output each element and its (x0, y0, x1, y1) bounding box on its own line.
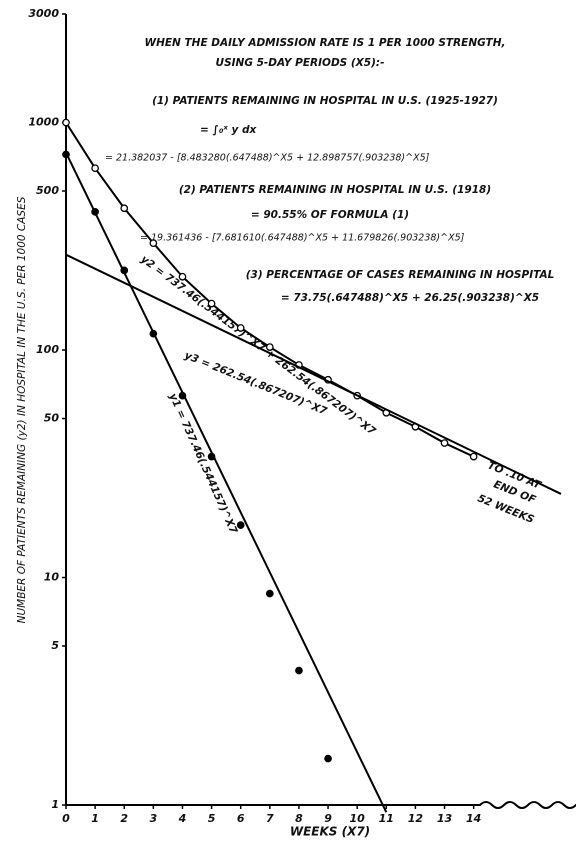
data-point (440, 439, 449, 447)
x-tick-label: 14 (466, 812, 481, 825)
annotation: = ∫₀ˣ y dx (200, 124, 257, 136)
x-tick-label: 8 (295, 812, 303, 825)
x-tick-label: 9 (324, 812, 332, 825)
series-line (65, 253, 562, 495)
y-axis-label: NUMBER OF PATIENTS REMAINING (y2) IN HOS… (16, 196, 28, 623)
series-line (65, 122, 475, 458)
y-tick-label: 1000 (28, 116, 59, 129)
y-tick-label: 1 (51, 798, 59, 811)
annotation: = 73.75(.647488)^X5 + 26.25(.903238)^X5 (281, 292, 539, 304)
annotation: WHEN THE DAILY ADMISSION RATE IS 1 PER 1… (145, 37, 506, 49)
x-tick-label: 2 (120, 812, 128, 825)
x-tick-label: 4 (178, 812, 187, 825)
x-tick-label: 0 (62, 812, 70, 825)
data-point (149, 239, 158, 247)
x-tick-label: 3 (150, 812, 158, 825)
x-tick-label: 12 (408, 812, 424, 825)
data-point (178, 272, 187, 281)
data-point (265, 589, 274, 598)
data-point (236, 521, 245, 529)
annotation: (2) PATIENTS REMAINING IN HOSPITAL IN U.… (179, 184, 491, 196)
data-point (120, 204, 129, 213)
annotation: = 90.55% OF FORMULA (1) (251, 209, 409, 221)
x-tick-label: 6 (237, 812, 245, 825)
data-point (236, 324, 245, 332)
x-tick-label: 1 (91, 812, 99, 825)
y-tick-label: 50 (44, 412, 60, 425)
series-line (65, 152, 388, 813)
data-point (324, 754, 332, 763)
annotations: WHEN THE DAILY ADMISSION RATE IS 1 PER 1… (105, 37, 554, 536)
annotation: (1) PATIENTS REMAINING IN HOSPITAL IN U.… (152, 95, 498, 107)
annotation: = 19.361436 - [7.681610(.647488)^X5 + 11… (140, 233, 465, 244)
data-point (265, 343, 274, 351)
data-point (62, 118, 70, 127)
data-point (91, 164, 99, 173)
annotation: USING 5-DAY PERIODS (X5):- (216, 57, 385, 69)
x-tick-label: 13 (437, 812, 453, 825)
y-tick-label: 3000 (28, 7, 59, 20)
y-tick-label: 5 (51, 639, 59, 652)
y-tick-label: 500 (36, 184, 59, 197)
y-tick-label: 10 (44, 571, 60, 584)
data-point (207, 299, 216, 308)
data-point (469, 452, 478, 461)
x-tick-label: 7 (266, 812, 274, 825)
x-tick-label: 11 (379, 812, 394, 825)
data-point (295, 666, 303, 675)
annotation: (3) PERCENTAGE OF CASES REMAINING IN HOS… (246, 269, 555, 281)
annotation: = 21.382037 - [8.483280(.647488)^X5 + 12… (105, 153, 430, 164)
annotation: y1 = 737.46(.544157)^X7 (167, 392, 240, 537)
x-tick-label: 5 (208, 812, 216, 825)
y-tick-label: 100 (36, 343, 59, 356)
x-tick-label: 10 (350, 812, 366, 825)
x-axis-label: WEEKS (X7) (290, 825, 370, 839)
axes (65, 14, 576, 809)
